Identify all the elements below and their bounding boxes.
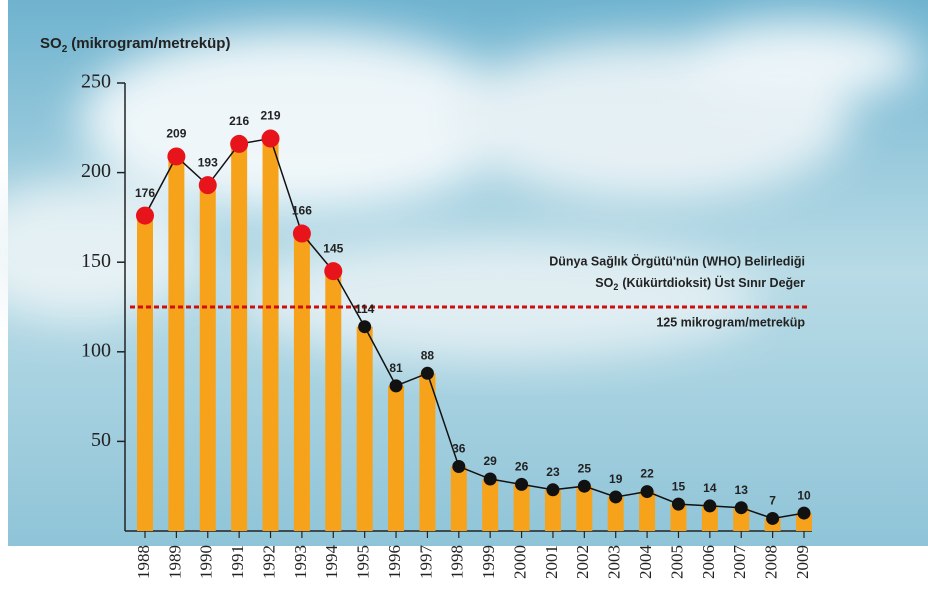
data-label: 166	[292, 204, 312, 218]
x-tick-label: 2003	[605, 545, 624, 579]
marker	[358, 320, 371, 333]
x-tick-label: 1999	[479, 545, 498, 579]
x-tick-label: 2006	[699, 545, 718, 579]
bar	[231, 144, 247, 531]
marker	[609, 490, 622, 503]
marker	[136, 207, 154, 225]
x-tick-label: 2007	[730, 545, 749, 580]
bar	[137, 216, 153, 531]
x-tick-label: 1991	[228, 545, 247, 579]
x-tick-label: 1995	[354, 545, 373, 579]
marker	[515, 478, 528, 491]
data-label: 14	[703, 481, 717, 495]
data-label: 25	[578, 461, 592, 475]
marker	[672, 498, 685, 511]
marker	[766, 512, 779, 525]
data-label: 216	[229, 114, 249, 128]
marker	[452, 460, 465, 473]
marker	[735, 501, 748, 514]
bar	[263, 139, 279, 531]
marker	[262, 130, 280, 148]
y-tick-label: 100	[81, 339, 111, 361]
marker	[484, 473, 497, 486]
x-tick-label: 1992	[259, 545, 278, 579]
marker	[421, 367, 434, 380]
bar	[357, 327, 373, 531]
bar	[200, 185, 216, 531]
marker	[199, 176, 217, 194]
x-tick-label: 1997	[416, 545, 435, 580]
marker	[230, 135, 248, 153]
x-tick-label: 1989	[165, 545, 184, 579]
x-tick-label: 1988	[134, 545, 153, 579]
x-tick-label: 2004	[636, 545, 655, 580]
data-label: 13	[735, 483, 749, 497]
data-label: 26	[515, 460, 529, 474]
bar	[168, 156, 184, 531]
data-label: 36	[452, 442, 466, 456]
threshold-label: 125 mikrogram/metreküp	[656, 315, 805, 329]
x-tick-label: 2000	[510, 545, 529, 579]
x-tick-label: 1994	[322, 545, 341, 580]
chart: SO2(mikrogram/metreküp) Dünya Sağlık Örg…	[0, 0, 928, 603]
data-label: 15	[672, 479, 686, 493]
bar	[325, 271, 341, 531]
bar	[451, 466, 467, 531]
x-tick-label: 1993	[291, 545, 310, 579]
x-tick-label: 1998	[448, 545, 467, 579]
bar	[419, 373, 435, 531]
data-label: 19	[609, 472, 623, 486]
x-tick-label: 1990	[197, 545, 216, 579]
y-tick-label: 200	[81, 160, 111, 182]
data-label: 176	[135, 186, 155, 200]
data-label: 114	[355, 302, 375, 316]
bar	[576, 486, 592, 531]
x-tick-label: 2002	[573, 545, 592, 579]
marker	[324, 262, 342, 280]
marker	[293, 225, 311, 243]
data-label: 209	[166, 127, 186, 141]
marker	[578, 480, 591, 493]
data-label: 7	[769, 494, 776, 508]
data-label: 23	[546, 465, 560, 479]
threshold-label: Dünya Sağlık Örgütü'nün (WHO) Belirlediğ…	[549, 253, 805, 268]
marker	[167, 147, 185, 165]
marker	[798, 507, 811, 520]
data-label: 81	[389, 361, 403, 375]
x-tick-label: 2009	[793, 545, 812, 579]
x-tick-label: 2005	[667, 545, 686, 579]
x-tick-label: 2008	[762, 545, 781, 579]
data-label: 22	[640, 467, 654, 481]
x-tick-label: 2001	[542, 545, 561, 579]
data-label: 10	[797, 488, 811, 502]
data-label: 219	[261, 109, 281, 123]
marker	[546, 483, 559, 496]
bar	[482, 479, 498, 531]
marker	[641, 485, 654, 498]
data-label: 29	[484, 454, 498, 468]
bar	[294, 234, 310, 531]
marker	[703, 499, 716, 512]
threshold-label: SO2(Kükürtdioksit) Üst Sınır Değer	[595, 275, 805, 292]
bar	[388, 386, 404, 531]
data-label: 88	[421, 348, 435, 362]
x-tick-label: 1996	[385, 545, 404, 579]
y-tick-label: 250	[81, 71, 111, 93]
y-tick-label: 150	[81, 250, 111, 272]
data-label: 193	[198, 155, 218, 169]
data-label: 145	[323, 241, 343, 255]
bar	[514, 484, 530, 531]
y-tick-label: 50	[91, 429, 111, 451]
marker	[390, 379, 403, 392]
